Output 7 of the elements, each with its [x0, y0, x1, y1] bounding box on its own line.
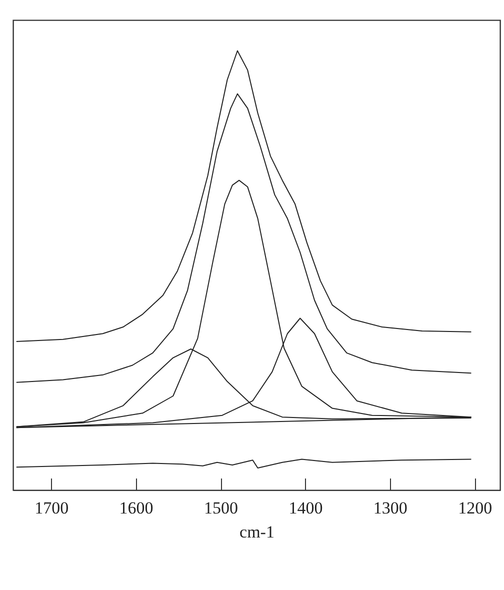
x-tick-label: 1500 [204, 498, 238, 518]
x-tick-label: 1600 [119, 498, 154, 518]
x-tick-label: 1700 [34, 498, 69, 518]
x-axis-title: cm-1 [240, 522, 274, 542]
x-tick-label: 1300 [373, 498, 408, 518]
x-tick-label: 1400 [288, 498, 323, 518]
x-tick-label: 1200 [458, 498, 492, 518]
